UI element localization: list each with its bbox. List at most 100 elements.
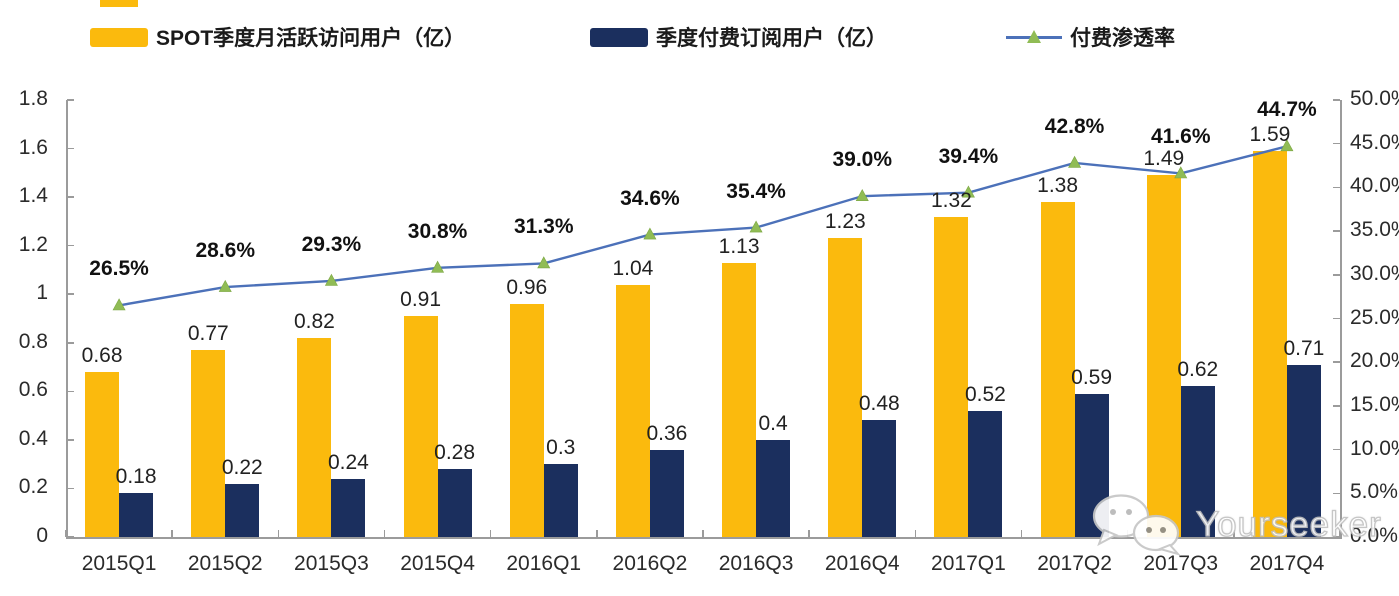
penetration-marker [112,298,126,311]
x-axis-category-label: 2016Q3 [718,552,794,575]
x-axis-category-label: 2015Q3 [294,552,369,575]
penetration-marker [749,220,763,233]
mau-bar-value-label: 0.91 [400,288,442,312]
subs-bar [1180,386,1215,537]
mau-bar-value-label: 1.32 [930,188,972,212]
x-axis-category-label: 2016Q1 [506,552,582,575]
mau-bar-value-label: 1.59 [1249,122,1291,146]
subs-bar-value-label: 0.71 [1283,336,1325,360]
penetration-value-label: 31.3% [513,215,574,239]
x-axis [66,537,1342,539]
y-axis-right-tick [1333,405,1340,407]
y-axis-right-tick [1333,448,1340,451]
y-axis-right-tick-label: 5.0% [1350,480,1398,504]
triangle-marker-icon [1027,29,1041,43]
x-axis-category-label: 2017Q1 [931,552,1006,575]
x-axis-tick [1233,530,1235,537]
y-axis-right-tick [1333,274,1340,276]
mau-bar-value-label: 1.13 [718,234,760,258]
subs-bar [437,469,472,537]
subs-bar [543,464,578,537]
legend-item-subs: 季度付费订阅用户（亿） [590,22,887,52]
mau-bar-value-label: 1.38 [1037,173,1079,197]
y-axis-left-tick-label: 1.4 [18,184,48,208]
y-axis-right-tick-label: 15.0% [1350,392,1399,416]
y-axis-left-tick-label: 0.6 [18,378,48,402]
y-axis-left-tick-label: 0.8 [18,329,48,353]
y-axis-right-tick [1333,186,1340,189]
y-axis-left-tick-label: 1.6 [18,135,48,159]
y-axis-right-tick-label: 45.0% [1350,130,1399,154]
mau-bar [934,216,969,537]
subs-bar [968,410,1003,537]
mau-legend-swatch [90,27,148,47]
x-axis-tick [702,530,704,537]
y-axis-left-tick [67,99,74,101]
y-axis-right-tick [1333,142,1340,145]
subs-bar-value-label: 0.4 [758,411,788,435]
mau-bar [191,350,226,537]
x-axis-tick [65,530,67,537]
cropped-yellow-fragment [100,0,138,7]
x-axis-category-label: 2015Q4 [400,552,475,575]
y-axis-right-tick-label: 50.0% [1350,87,1399,110]
mau-bar [1146,175,1181,537]
mau-bar [403,316,438,537]
y-axis-right-tick-label: 20.0% [1350,349,1399,373]
mau-bar [509,303,544,537]
y-axis-right-tick [1333,536,1340,538]
subs-bar-value-label: 0.59 [1071,365,1113,389]
subs-bar [1286,364,1321,537]
mau-bar-value-label: 1.23 [824,210,866,234]
y-axis-right-tick-label: 40.0% [1350,174,1399,198]
subs-bar-value-label: 0.36 [646,421,688,445]
x-axis-category-label: 2015Q2 [187,552,263,575]
y-axis-right-tick-label: 30.0% [1350,261,1399,285]
subs-bar-value-label: 0.18 [115,465,157,489]
y-axis-left-tick [67,439,74,441]
y-axis-left-tick [67,390,74,393]
mau-bar-value-label: 0.96 [506,275,548,299]
x-axis-tick [489,530,492,537]
wechat-icon [1092,494,1182,556]
x-axis-tick [383,530,386,537]
penetration-legend-label: 付费渗透率 [1070,27,1175,50]
subs-bar-value-label: 0.28 [434,441,476,465]
y-axis-left-tick [67,196,74,198]
y-axis-right-tick [1333,317,1340,320]
y-axis-right-tick-label: 35.0% [1350,218,1399,242]
subs-bar [649,449,684,537]
mau-bar-value-label: 1.04 [612,256,654,280]
x-axis-tick [596,530,598,537]
x-axis-tick [1020,530,1023,537]
x-axis-tick [277,530,280,537]
penetration-value-label: 35.4% [726,179,786,203]
y-axis-left-tick-label: 0 [36,524,48,547]
penetration-marker [218,279,232,292]
penetration-line [118,145,1288,307]
mau-bar-value-label: 0.77 [187,322,229,346]
penetration-value-label: 39.4% [938,144,999,168]
subs-bar [119,493,154,537]
x-axis-category-label: 2017Q4 [1249,552,1325,575]
y-axis-right-tick-label: 25.0% [1350,305,1399,329]
subs-bar-value-label: 0.62 [1177,358,1219,382]
watermark: Yourseeker [1090,494,1382,556]
mau-bar-value-label: 0.68 [81,343,123,367]
subs-bar [756,439,791,537]
legend-item-mau: SPOT季度月活跃访问用户（亿） [90,22,465,52]
subs-bar [225,483,260,537]
subs-bar-value-label: 0.48 [858,392,900,416]
penetration-marker [855,189,869,201]
y-axis-left-tick [67,341,74,344]
penetration-value-label: 42.8% [1044,114,1105,138]
y-axis-right-tick [1333,99,1340,101]
penetration-legend-marker [1006,28,1062,47]
y-axis-right-tick [1333,361,1340,363]
penetration-marker [324,273,338,286]
y-axis-left-tick-label: 0.2 [18,475,48,499]
x-axis-category-label: 2017Q2 [1037,552,1112,575]
penetration-value-label: 41.6% [1150,125,1211,149]
